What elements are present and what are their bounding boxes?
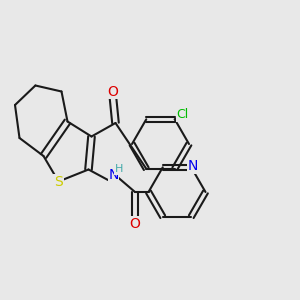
Text: S: S xyxy=(54,175,63,188)
Text: O: O xyxy=(107,85,118,98)
Text: N: N xyxy=(108,168,118,182)
Text: Cl: Cl xyxy=(176,108,188,121)
Text: O: O xyxy=(130,217,140,231)
Text: N: N xyxy=(188,159,198,173)
Text: H: H xyxy=(115,164,123,174)
